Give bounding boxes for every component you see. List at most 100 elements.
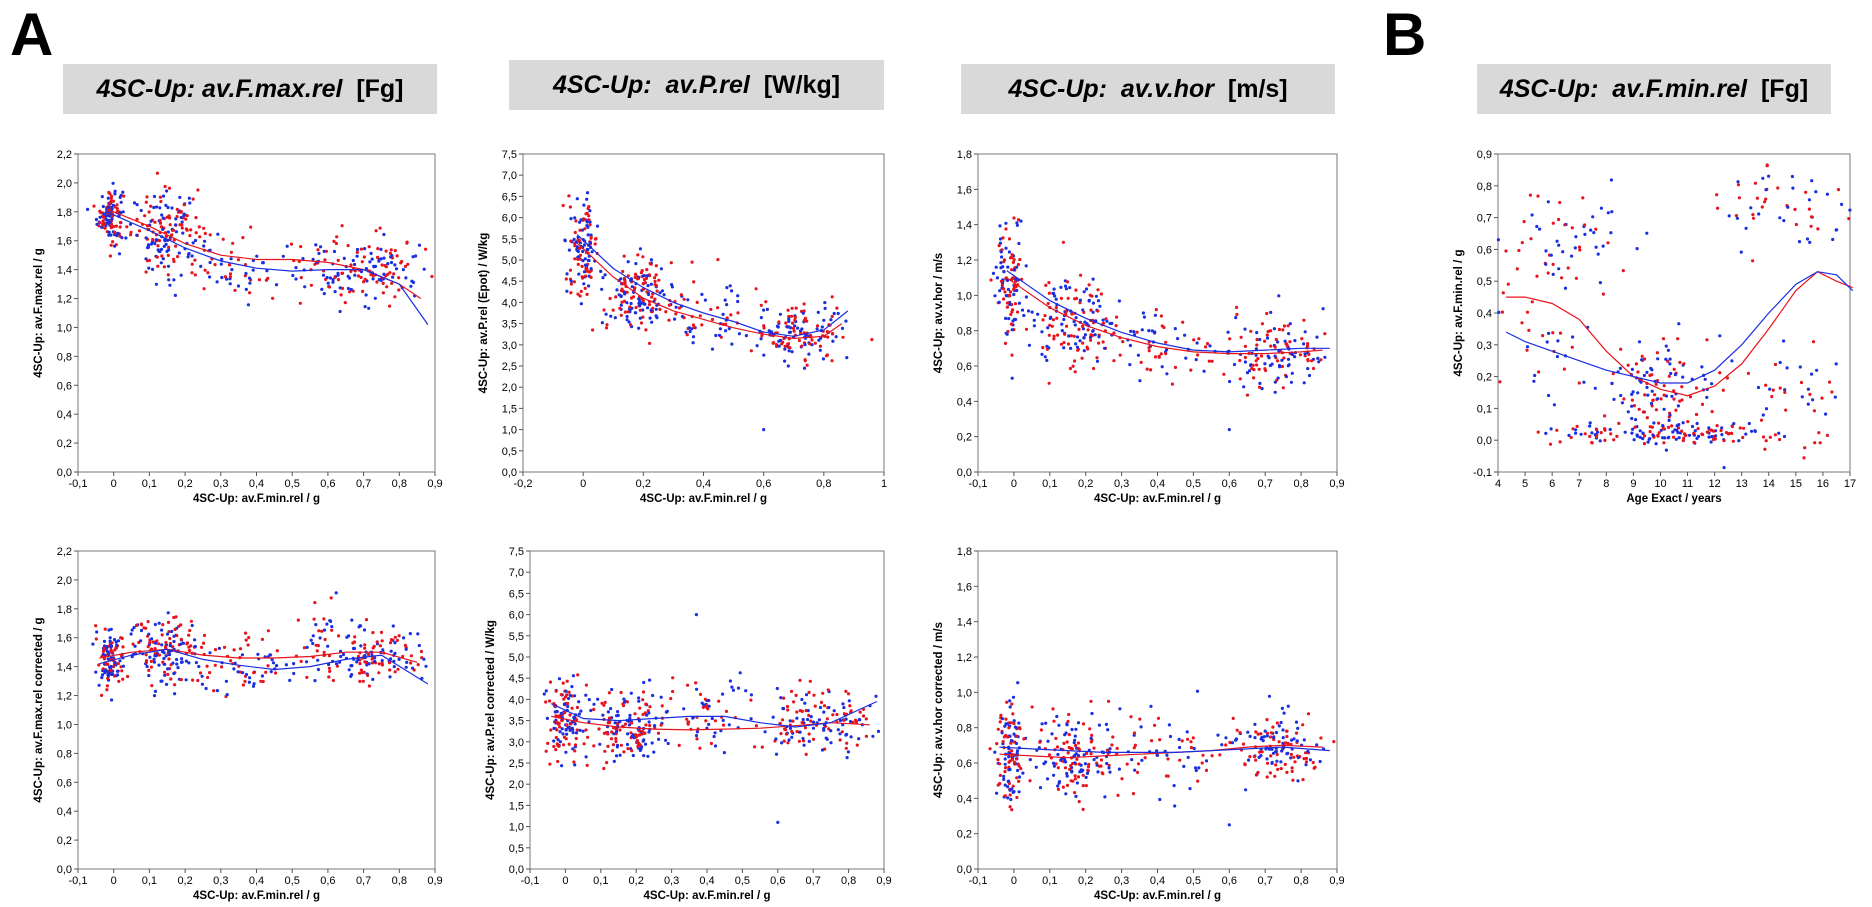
data-point	[184, 227, 188, 231]
data-point	[372, 264, 376, 268]
data-point	[1255, 343, 1259, 347]
data-point	[1079, 763, 1083, 767]
data-point	[144, 660, 148, 664]
data-point	[1136, 762, 1141, 766]
data-point	[1220, 743, 1224, 747]
data-point	[1052, 287, 1056, 291]
data-point	[1015, 265, 1019, 269]
data-point	[102, 215, 106, 219]
data-point	[724, 329, 728, 333]
data-point	[1274, 337, 1278, 342]
data-point	[133, 644, 137, 648]
data-point	[1778, 216, 1782, 220]
data-point	[100, 195, 104, 199]
data-point	[989, 278, 993, 282]
data-point	[1006, 779, 1010, 784]
data-point	[1275, 752, 1279, 757]
data-point	[1051, 707, 1055, 711]
data-point	[1570, 254, 1574, 258]
data-point	[361, 289, 365, 293]
data-point	[642, 754, 646, 758]
data-point	[1623, 430, 1627, 434]
data-point	[1005, 305, 1010, 309]
data-point	[1768, 387, 1772, 391]
data-point	[158, 206, 162, 210]
data-point	[1072, 334, 1076, 338]
data-point	[194, 216, 198, 220]
data-point	[1044, 760, 1048, 764]
data-point	[162, 656, 166, 661]
data-point	[803, 343, 807, 347]
data-point	[356, 274, 361, 278]
chart-6: -0,1 0 0,1 0,2 0,3 0,4 0,5 0,6 0,7 0,8 0,90,00,51,…	[485, 546, 892, 902]
data-point	[1281, 328, 1285, 332]
data-point	[641, 698, 645, 702]
y-tick-label: 1,6	[57, 633, 72, 645]
data-point	[222, 645, 227, 650]
data-point	[581, 259, 585, 263]
data-point	[1017, 779, 1021, 784]
data-point	[107, 230, 111, 234]
data-point	[1615, 434, 1619, 438]
data-point	[201, 641, 206, 645]
data-point	[322, 292, 326, 296]
data-point	[1649, 401, 1654, 406]
data-point	[1563, 223, 1567, 227]
data-point	[109, 627, 113, 631]
data-point	[1254, 758, 1258, 762]
x-axis-label: 4SC-Up: av.F.min.rel / g	[1094, 493, 1221, 505]
data-point	[991, 271, 996, 275]
data-point	[1003, 783, 1007, 787]
data-point	[409, 284, 413, 288]
data-point	[851, 720, 855, 724]
data-point	[807, 352, 811, 356]
data-point	[184, 217, 188, 221]
data-point	[641, 739, 645, 743]
data-point	[1093, 333, 1097, 337]
data-point	[1132, 330, 1136, 334]
data-point	[691, 323, 696, 327]
data-point	[129, 233, 133, 237]
x-tick-label: 0,1	[142, 478, 157, 490]
data-point	[1638, 429, 1642, 433]
data-point	[1224, 736, 1228, 740]
data-point	[1647, 437, 1651, 441]
data-point	[1021, 771, 1025, 775]
data-point	[826, 335, 830, 339]
data-point	[118, 659, 122, 663]
data-point	[1657, 431, 1661, 435]
data-point	[193, 238, 198, 243]
data-point	[1710, 410, 1714, 414]
data-point	[567, 690, 571, 694]
data-point	[232, 648, 236, 652]
data-point	[1227, 823, 1231, 827]
y-tick-label: 0,8	[1477, 181, 1492, 193]
y-tick-label: 1,0	[502, 425, 517, 437]
data-point	[1316, 356, 1320, 360]
data-point	[340, 286, 345, 290]
data-point	[331, 280, 335, 284]
data-point	[1167, 723, 1171, 727]
data-point	[1115, 746, 1119, 751]
data-point	[998, 237, 1003, 241]
data-point	[1739, 250, 1743, 254]
data-point	[813, 341, 817, 345]
data-point	[349, 287, 353, 292]
data-point	[101, 673, 105, 677]
data-point	[1036, 312, 1040, 316]
data-point	[592, 702, 596, 706]
x-tick-label: 0,5	[1186, 478, 1201, 490]
data-point	[632, 736, 636, 740]
data-point	[1136, 353, 1140, 357]
y-axis-label: 4SC-Up: av.P.rel corrected / W/kg	[485, 620, 497, 800]
data-point	[1075, 781, 1079, 785]
data-point	[1817, 431, 1821, 435]
x-tick-label: 0,9	[427, 875, 442, 887]
data-point	[1254, 730, 1258, 734]
data-point	[163, 673, 167, 677]
data-point	[172, 639, 176, 644]
y-tick-label: 0,6	[957, 758, 972, 770]
data-point	[142, 626, 146, 630]
data-point	[1051, 761, 1056, 765]
data-point	[1287, 332, 1291, 336]
